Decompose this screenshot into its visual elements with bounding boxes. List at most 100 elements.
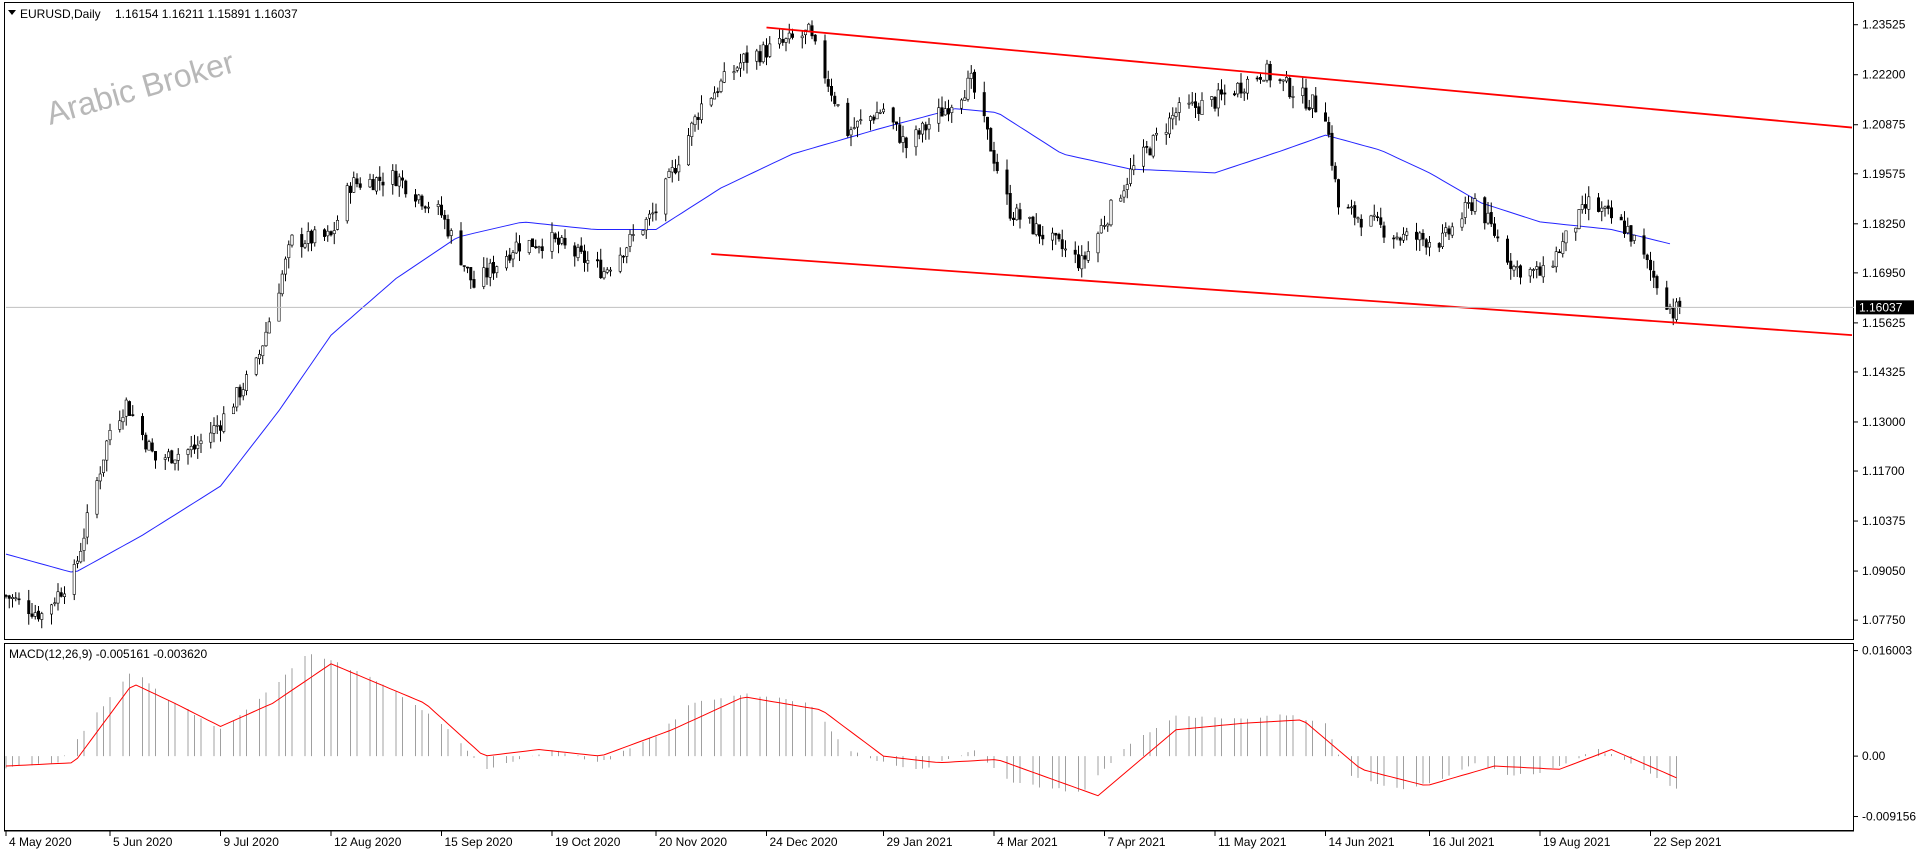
moving-average-layer: [5, 108, 1671, 573]
candle-body: [215, 424, 219, 427]
candle-body: [306, 230, 310, 244]
candle-body: [1109, 199, 1113, 226]
candle-body: [1187, 102, 1191, 105]
candle-body: [1324, 112, 1328, 122]
candle-body: [1106, 223, 1110, 227]
candle-body: [504, 256, 508, 269]
candle-body: [82, 537, 86, 551]
candle-body: [219, 425, 223, 431]
candle-body: [345, 185, 349, 222]
candle-body: [875, 112, 879, 120]
candle-body: [14, 597, 18, 600]
moving-average-line: [5, 108, 1671, 573]
candle-body: [209, 432, 213, 443]
candle-body: [1018, 209, 1022, 220]
candle-body: [98, 473, 102, 482]
candle-body: [917, 130, 921, 135]
candle-body: [141, 416, 145, 435]
candle-body: [147, 441, 151, 451]
candle-body: [985, 116, 989, 130]
candle-body: [673, 168, 677, 174]
candle-body: [1496, 236, 1500, 239]
candle-body: [33, 612, 37, 617]
candle-body: [397, 176, 401, 187]
time-tick-label: 4 May 2020: [9, 835, 72, 849]
candle-body: [1603, 206, 1607, 209]
candlestick-series: [4, 20, 1682, 629]
candle-body: [17, 598, 21, 601]
candle-body: [608, 269, 612, 272]
candle-body: [1327, 122, 1331, 135]
candle-body: [534, 246, 538, 248]
candle-body: [829, 85, 833, 96]
candle-body: [413, 194, 417, 202]
candle-body: [439, 204, 443, 216]
candle-body: [836, 104, 840, 106]
candle-body: [1125, 184, 1129, 190]
candle-body: [485, 267, 489, 278]
channel-lines: [711, 26, 1853, 337]
candle-body: [605, 269, 609, 273]
candle-body: [212, 425, 216, 434]
price-tick-label: 1.18250: [1862, 217, 1906, 231]
candle-body: [719, 80, 723, 92]
candle-body: [30, 613, 34, 617]
candle-body: [1311, 94, 1315, 109]
candle-body: [1077, 254, 1081, 269]
candle-body: [1197, 106, 1201, 115]
candle-body: [920, 122, 924, 135]
candle-body: [27, 600, 31, 615]
candle-body: [1064, 248, 1068, 251]
candle-body: [287, 244, 291, 259]
candle-body: [761, 44, 765, 63]
candle-body: [59, 592, 63, 597]
collapse-triangle-icon[interactable]: [8, 10, 16, 15]
candle-body: [742, 53, 746, 63]
candle-body: [846, 102, 850, 136]
candle-body: [1103, 225, 1107, 227]
candle-body: [1584, 204, 1588, 209]
candle-body: [937, 107, 941, 124]
candle-body: [1447, 228, 1451, 235]
candle-body: [530, 238, 534, 248]
candle-body: [1151, 135, 1155, 157]
candle-body: [537, 246, 541, 249]
candle-body: [992, 150, 996, 164]
candle-body: [1350, 206, 1354, 209]
candle-body: [128, 401, 132, 416]
time-tick-label: 29 Jan 2021: [887, 835, 953, 849]
candle-body: [264, 331, 268, 347]
candle-body: [394, 170, 398, 186]
candle-body: [1281, 79, 1285, 82]
candle-body: [173, 459, 177, 464]
candle-body: [946, 108, 950, 115]
candle-body: [631, 234, 635, 236]
candle-body: [1580, 204, 1584, 210]
candle-body: [1194, 101, 1198, 108]
macd-frame: [4, 643, 1854, 831]
ohlc-values: 1.16154 1.16211 1.15891 1.16037: [115, 7, 298, 21]
candle-body: [651, 212, 655, 215]
candle-body: [170, 450, 174, 464]
candle-body: [803, 29, 807, 36]
candle-body: [573, 245, 577, 257]
candle-body: [4, 595, 8, 597]
candle-body: [563, 237, 567, 246]
candle-body: [1463, 202, 1467, 218]
candle-body: [989, 128, 993, 152]
symbol-info: EURUSD,Daily: [20, 7, 101, 21]
candle-body: [102, 459, 106, 473]
candle-body: [1395, 236, 1399, 239]
candle-body: [1034, 223, 1038, 235]
candle-body: [79, 551, 83, 563]
candle-body: [1008, 193, 1012, 219]
candle-body: [1519, 265, 1523, 278]
candle-body: [1278, 79, 1282, 81]
candle-body: [131, 414, 135, 416]
candle-body: [1011, 217, 1015, 220]
candle-body: [1171, 115, 1175, 120]
candle-body: [1096, 233, 1100, 254]
candle-body: [641, 230, 645, 235]
time-tick-label: 22 Sep 2021: [1654, 835, 1722, 849]
